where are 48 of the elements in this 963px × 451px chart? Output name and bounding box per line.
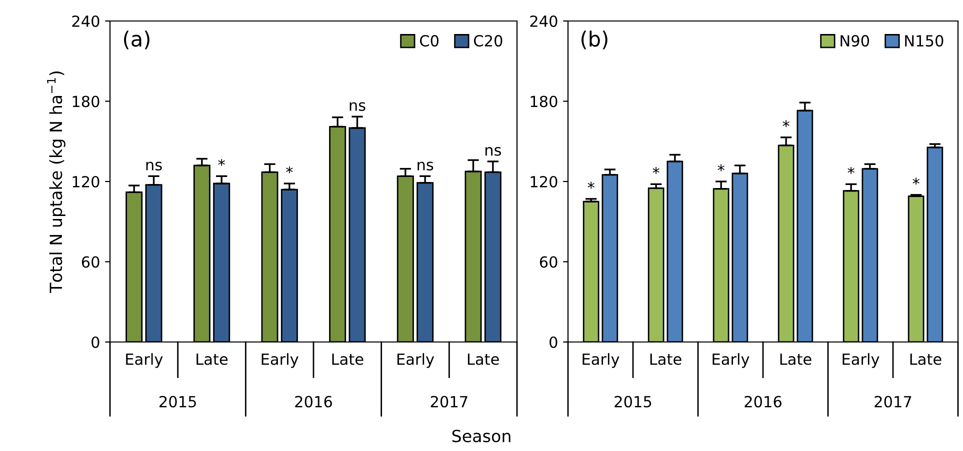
- data-label: *: [848, 166, 854, 174]
- y-tick-label: 0: [92, 336, 100, 348]
- y-axis-title: Total N uptake (kg N ha$^{−1}$): [47, 72, 66, 293]
- x-tick-label: Late: [780, 354, 812, 365]
- legend-label: N90: [840, 35, 870, 47]
- data-label: *: [218, 158, 225, 166]
- y-tick-label: 120: [530, 176, 558, 188]
- legend-label: C20: [474, 35, 502, 47]
- x-tick-label: Early: [262, 353, 298, 368]
- x-tick-label: Late: [196, 354, 228, 365]
- y-tick-label: 0: [550, 336, 558, 348]
- x-tick-label: Late: [332, 354, 364, 365]
- data-label: ns: [418, 162, 434, 171]
- data-label: *: [652, 166, 660, 174]
- y-tick-label: 60: [540, 256, 558, 268]
- data-label: *: [588, 182, 594, 189]
- x-tick-label: Late: [650, 354, 682, 365]
- x-tick-label: Early: [712, 353, 750, 368]
- x-tick-label: Early: [582, 353, 620, 368]
- text: 2016: [744, 396, 782, 408]
- x-tick-label: Early: [842, 353, 880, 368]
- x-tick-label: Late: [910, 354, 942, 365]
- legend-label: N150: [905, 35, 944, 47]
- data-label: ns: [146, 162, 162, 171]
- y-tick-label: 120: [72, 176, 100, 188]
- data-label: ns: [350, 102, 366, 111]
- text: 2017: [430, 396, 468, 408]
- chart-title: (b): [581, 30, 608, 50]
- x-axis-title: Season: [452, 430, 510, 442]
- text: 2016: [295, 396, 332, 408]
- x-tick-label: Late: [468, 354, 499, 365]
- y-tick-label: 180: [72, 96, 100, 108]
- data-label: *: [286, 166, 293, 174]
- text: 2015: [160, 396, 196, 408]
- data-label: ns: [485, 147, 501, 156]
- y-tick-label: 240: [72, 15, 100, 28]
- data-label: *: [782, 120, 790, 128]
- chart-title: (a): [124, 30, 150, 50]
- data-label: *: [718, 164, 724, 172]
- x-tick-label: Early: [397, 353, 434, 368]
- text: 2015: [614, 396, 652, 408]
- x-tick-label: Early: [126, 353, 163, 368]
- legend-label: C0: [420, 35, 439, 47]
- data-label: *: [912, 178, 920, 185]
- text: 2017: [874, 396, 912, 408]
- y-tick-label: 60: [82, 256, 100, 268]
- y-tick-label: 240: [530, 15, 558, 28]
- y-tick-label: 180: [530, 96, 558, 108]
